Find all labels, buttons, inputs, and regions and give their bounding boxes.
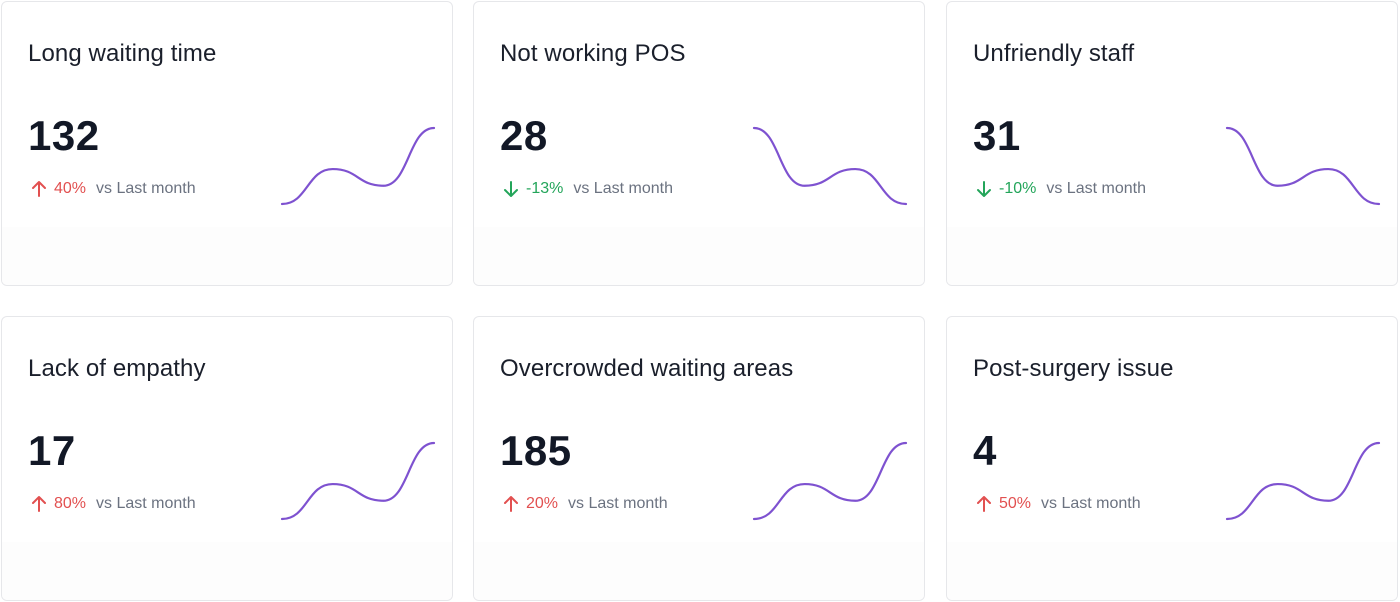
metric-card[interactable]: Long waiting time 132 40% vs Last month (1, 1, 453, 286)
card-title: Long waiting time (28, 40, 217, 67)
metric-value: 185 (500, 427, 572, 474)
metric-value: 31 (973, 112, 1021, 159)
change-percent: 20% (526, 495, 559, 512)
card-footer (947, 227, 1397, 285)
card-body: Lack of empathy 17 80% vs Last month (2, 317, 452, 544)
trend-row: 50% vs Last month (973, 493, 1141, 515)
sparkline-line (752, 441, 908, 521)
card-title: Overcrowded waiting areas (500, 355, 794, 382)
card-footer (947, 542, 1397, 600)
sparkline-line (280, 441, 436, 521)
trend-row: 40% vs Last month (28, 178, 196, 200)
arrow-down-icon (973, 178, 995, 200)
metric-value: 28 (500, 112, 548, 159)
trend-row: -10% vs Last month (973, 178, 1146, 200)
card-title: Unfriendly staff (973, 40, 1135, 67)
arrow-up-icon (973, 493, 995, 515)
sparkline-chart (752, 126, 908, 206)
metric-card[interactable]: Not working POS 28 -13% vs Last month (473, 1, 925, 286)
comparison-label: vs Last month (96, 495, 196, 512)
metric-value: 4 (973, 427, 997, 474)
arrow-down-icon (500, 178, 522, 200)
metric-value: 132 (28, 112, 100, 159)
metric-card[interactable]: Overcrowded waiting areas 185 20% vs Las… (473, 316, 925, 601)
card-footer (2, 542, 452, 600)
sparkline-chart (1225, 126, 1381, 206)
sparkline-line (752, 126, 908, 206)
card-title: Not working POS (500, 40, 686, 67)
sparkline-chart (280, 126, 436, 206)
trend-row: -13% vs Last month (500, 178, 673, 200)
card-body: Unfriendly staff 31 -10% vs Last month (947, 2, 1397, 229)
card-body: Not working POS 28 -13% vs Last month (474, 2, 924, 229)
metric-card[interactable]: Lack of empathy 17 80% vs Last month (1, 316, 453, 601)
trend-row: 20% vs Last month (500, 493, 668, 515)
arrow-up-icon (28, 493, 50, 515)
card-body: Post-surgery issue 4 50% vs Last month (947, 317, 1397, 544)
change-percent: 80% (54, 495, 87, 512)
arrow-up-icon (500, 493, 522, 515)
sparkline-line (1225, 126, 1381, 206)
sparkline-chart (1225, 441, 1381, 521)
card-title: Lack of empathy (28, 355, 206, 382)
metric-card[interactable]: Post-surgery issue 4 50% vs Last month (946, 316, 1398, 601)
sparkline-line (280, 126, 436, 206)
metric-value: 17 (28, 427, 76, 474)
comparison-label: vs Last month (1041, 495, 1141, 512)
sparkline-line (1225, 441, 1381, 521)
card-footer (474, 227, 924, 285)
trend-row: 80% vs Last month (28, 493, 196, 515)
card-footer (2, 227, 452, 285)
sparkline-chart (752, 441, 908, 521)
card-body: Overcrowded waiting areas 185 20% vs Las… (474, 317, 924, 544)
card-title: Post-surgery issue (973, 355, 1174, 382)
comparison-label: vs Last month (1046, 180, 1146, 197)
arrow-up-icon (28, 178, 50, 200)
change-percent: 40% (54, 180, 87, 197)
card-footer (474, 542, 924, 600)
comparison-label: vs Last month (573, 180, 673, 197)
change-percent: 50% (999, 495, 1032, 512)
sparkline-chart (280, 441, 436, 521)
comparison-label: vs Last month (96, 180, 196, 197)
comparison-label: vs Last month (568, 495, 668, 512)
metric-card[interactable]: Unfriendly staff 31 -10% vs Last month (946, 1, 1398, 286)
change-percent: -10% (999, 180, 1037, 197)
card-body: Long waiting time 132 40% vs Last month (2, 2, 452, 229)
change-percent: -13% (526, 180, 564, 197)
